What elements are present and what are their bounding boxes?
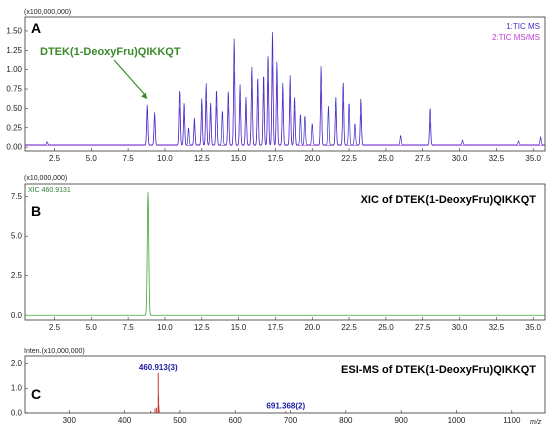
x-tick-label: 35.0 (525, 323, 541, 332)
y-tick-label: 5.0 (11, 232, 23, 241)
x-tick-label: 900 (394, 416, 408, 425)
panel-a-legend-tic-msms: 2:TIC MS/MS (492, 33, 540, 42)
peak-label: 460.913(3) (139, 363, 178, 372)
y-tick-label: 0.00 (6, 143, 22, 152)
x-tick-label: 10.0 (157, 323, 173, 332)
y-tick-label: 0.25 (6, 123, 22, 132)
x-tick-label: 17.5 (268, 154, 284, 163)
y-tick-label: 0.50 (6, 104, 22, 113)
panel-a-y-ticks: 0.00 0.25 0.50 0.75 1.00 1.25 1.50 (6, 26, 28, 152)
x-tick-label: 12.5 (194, 154, 210, 163)
x-tick-label: 700 (284, 416, 298, 425)
x-tick-label: 25.0 (378, 323, 394, 332)
x-tick-label: 500 (173, 416, 187, 425)
x-tick-label: 5.0 (86, 323, 98, 332)
panel-c-frame (24, 355, 546, 414)
x-tick-label: 20.0 (304, 154, 320, 163)
x-tick-label: 22.5 (341, 323, 357, 332)
x-tick-label: 32.5 (489, 323, 505, 332)
x-tick-label: 20.0 (304, 323, 320, 332)
x-tick-label: 800 (339, 416, 353, 425)
panel-c: Inten.(x10,000,000) C ESI-MS of DTEK(1-D… (11, 348, 546, 426)
peak-label: 691.368(2) (266, 402, 305, 411)
x-tick-label: 400 (118, 416, 132, 425)
panel-c-bars (150, 372, 287, 413)
panel-a-multiplier: (x100,000,000) (24, 9, 71, 16)
x-tick-label: 15.0 (231, 323, 247, 332)
panel-b-frame (24, 183, 546, 321)
panel-a-series-tic-ms (25, 65, 545, 146)
x-tick-label: 12.5 (194, 323, 210, 332)
x-tick-label: 30.0 (452, 323, 468, 332)
panel-b-x-ticks: 2.5 5.0 7.5 10.0 12.5 15.0 17.5 20.0 22.5 25.0 27.… (49, 317, 542, 332)
panel-a-letter: A (31, 20, 41, 36)
y-tick-label: 0.75 (6, 85, 22, 94)
panel-c-multiplier: Inten.(x10,000,000) (24, 348, 85, 355)
x-tick-label: 25.0 (378, 154, 394, 163)
panel-a-x-ticks: 2.5 5.0 7.5 10.0 12.5 15.0 17.5 20.0 22.5 25.0 27.… (49, 148, 542, 163)
panel-a-series-tic-msms (25, 32, 545, 146)
x-tick-label: 35.0 (525, 154, 541, 163)
x-tick-label: 7.5 (123, 154, 135, 163)
panel-c-x-ticks: 300 400 500 600 700 800 900 1000 1100 (63, 410, 521, 425)
x-tick-label: 17.5 (268, 323, 284, 332)
panel-b: (x10,000,000) B XIC 460.9131 XIC of DTEK… (11, 175, 546, 332)
x-tick-label: 32.5 (489, 154, 505, 163)
panel-a-annotation: DTEK(1-DeoxyFru)QIKKQT (40, 46, 181, 58)
y-tick-label: 1.00 (6, 65, 22, 74)
y-tick-label: 2.0 (11, 359, 23, 368)
x-tick-label: 30.0 (452, 154, 468, 163)
x-tick-label: 5.0 (86, 154, 98, 163)
panel-c-y-ticks: 0.0 1.0 2.0 (11, 359, 28, 418)
x-tick-label: 2.5 (49, 323, 61, 332)
panel-a-legend-tic-ms: 1:TIC MS (506, 22, 540, 31)
panel-b-letter: B (31, 203, 41, 219)
panel-b-title: XIC of DTEK(1-DeoxyFru)QIKKQT (361, 194, 537, 206)
panel-a-annotation-arrowhead (141, 92, 148, 100)
x-tick-label: 15.0 (231, 154, 247, 163)
y-tick-label: 1.25 (6, 46, 22, 55)
x-tick-label: 27.5 (415, 154, 431, 163)
panel-a-annotation-arrow (113, 59, 145, 95)
x-tick-label: 7.5 (123, 323, 135, 332)
x-tick-label: 1100 (503, 416, 521, 425)
y-tick-label: 1.50 (6, 26, 22, 35)
x-tick-label: 600 (229, 416, 243, 425)
panel-a: (x100,000,000) A 0.00 0.25 0.50 0.75 1.00 1.2… (6, 9, 546, 163)
panel-b-y-ticks: 0.0 2.5 5.0 7.5 (11, 192, 28, 320)
panel-b-multiplier: (x10,000,000) (24, 175, 67, 182)
y-tick-label: 0.0 (11, 409, 23, 418)
panel-c-peak-labels: 460.913(3) 691.368(2) (139, 363, 306, 411)
y-tick-label: 7.5 (11, 192, 23, 201)
x-tick-label: 1000 (448, 416, 466, 425)
x-tick-label: 22.5 (341, 154, 357, 163)
y-tick-label: 2.5 (11, 271, 23, 280)
panel-c-title: ESI-MS of DTEK(1-DeoxyFru)QIKKQT (341, 364, 536, 376)
y-tick-label: 0.0 (11, 311, 23, 320)
x-tick-label: 10.0 (157, 154, 173, 163)
panel-a-frame (24, 16, 546, 152)
x-tick-label: 27.5 (415, 323, 431, 332)
x-tick-label: 2.5 (49, 154, 61, 163)
y-tick-label: 1.0 (11, 384, 23, 393)
panel-b-xic-label: XIC 460.9131 (28, 187, 71, 194)
x-tick-label: 300 (63, 416, 77, 425)
panel-b-series-xic (25, 192, 545, 316)
panel-c-x-axis-label: m/z (530, 419, 542, 426)
panel-c-letter: C (31, 386, 41, 402)
